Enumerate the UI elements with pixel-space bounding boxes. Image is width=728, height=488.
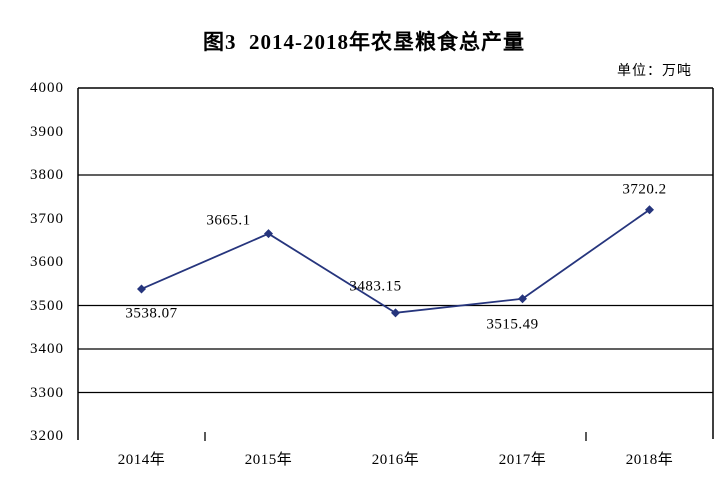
y-axis-label: 3700 <box>30 210 64 227</box>
y-axis-label: 3400 <box>30 341 64 357</box>
data-label: 3483.15 <box>349 278 402 295</box>
data-marker <box>391 308 400 318</box>
y-axis-label: 3200 <box>30 428 64 444</box>
x-axis-label: 2017年 <box>498 452 547 468</box>
chart-title: 图3 2014-2018年农垦粮食总产量 <box>203 30 525 54</box>
data-marker <box>645 205 654 215</box>
x-axis-label: 2016年 <box>371 452 420 468</box>
y-axis-label: 3800 <box>30 167 64 183</box>
y-axis-label: 3300 <box>30 384 64 401</box>
y-axis-label: 3500 <box>30 297 64 314</box>
x-axis-label: 2015年 <box>244 452 293 468</box>
data-label: 3538.07 <box>125 305 178 322</box>
x-axis-label: 2018年 <box>625 452 674 468</box>
x-axis-label: 2014年 <box>117 452 166 468</box>
data-label: 3515.49 <box>486 316 539 333</box>
data-label: 3665.1 <box>206 212 251 229</box>
data-marker <box>137 284 146 294</box>
y-axis-label: 3900 <box>30 123 64 140</box>
y-axis-label: 3600 <box>30 254 64 270</box>
data-marker <box>518 294 527 304</box>
unit-label: 单位：万吨 <box>617 64 692 79</box>
data-label: 3720.2 <box>622 181 667 198</box>
y-axis-label: 4000 <box>30 80 64 96</box>
data-marker <box>264 229 273 239</box>
